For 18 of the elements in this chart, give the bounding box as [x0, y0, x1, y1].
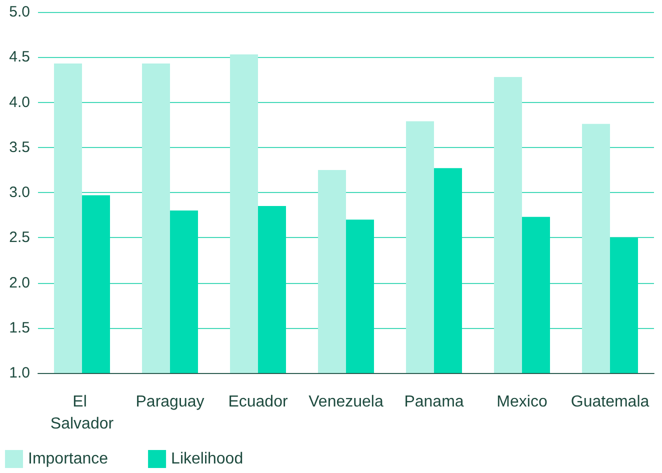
legend-label: Importance: [28, 450, 108, 468]
y-tick-label: 1.0: [9, 364, 30, 382]
y-tick-label: 4.0: [9, 94, 30, 111]
x-tick-label: Paraguay: [136, 394, 204, 410]
y-tick-label: 2.5: [9, 229, 30, 246]
x-tick-label: Venezuela: [308, 394, 384, 410]
x-tick-label: El Salvador: [50, 394, 114, 432]
x-tick-label: Ecuador: [228, 394, 288, 410]
y-tick-label: 2.0: [9, 274, 30, 292]
x-tick-label: Guatemala: [570, 394, 650, 410]
y-tick-label: 1.5: [9, 319, 30, 336]
y-tick-label: 5.0: [9, 4, 30, 20]
y-tick-label: 3.5: [9, 138, 30, 156]
y-tick-label: 4.5: [9, 48, 30, 66]
y-tick-label: 3.0: [9, 184, 30, 201]
x-tick-label: Mexico: [496, 394, 548, 410]
legend-label: Likelihood: [171, 450, 244, 468]
x-tick-label: Panama: [404, 394, 464, 410]
